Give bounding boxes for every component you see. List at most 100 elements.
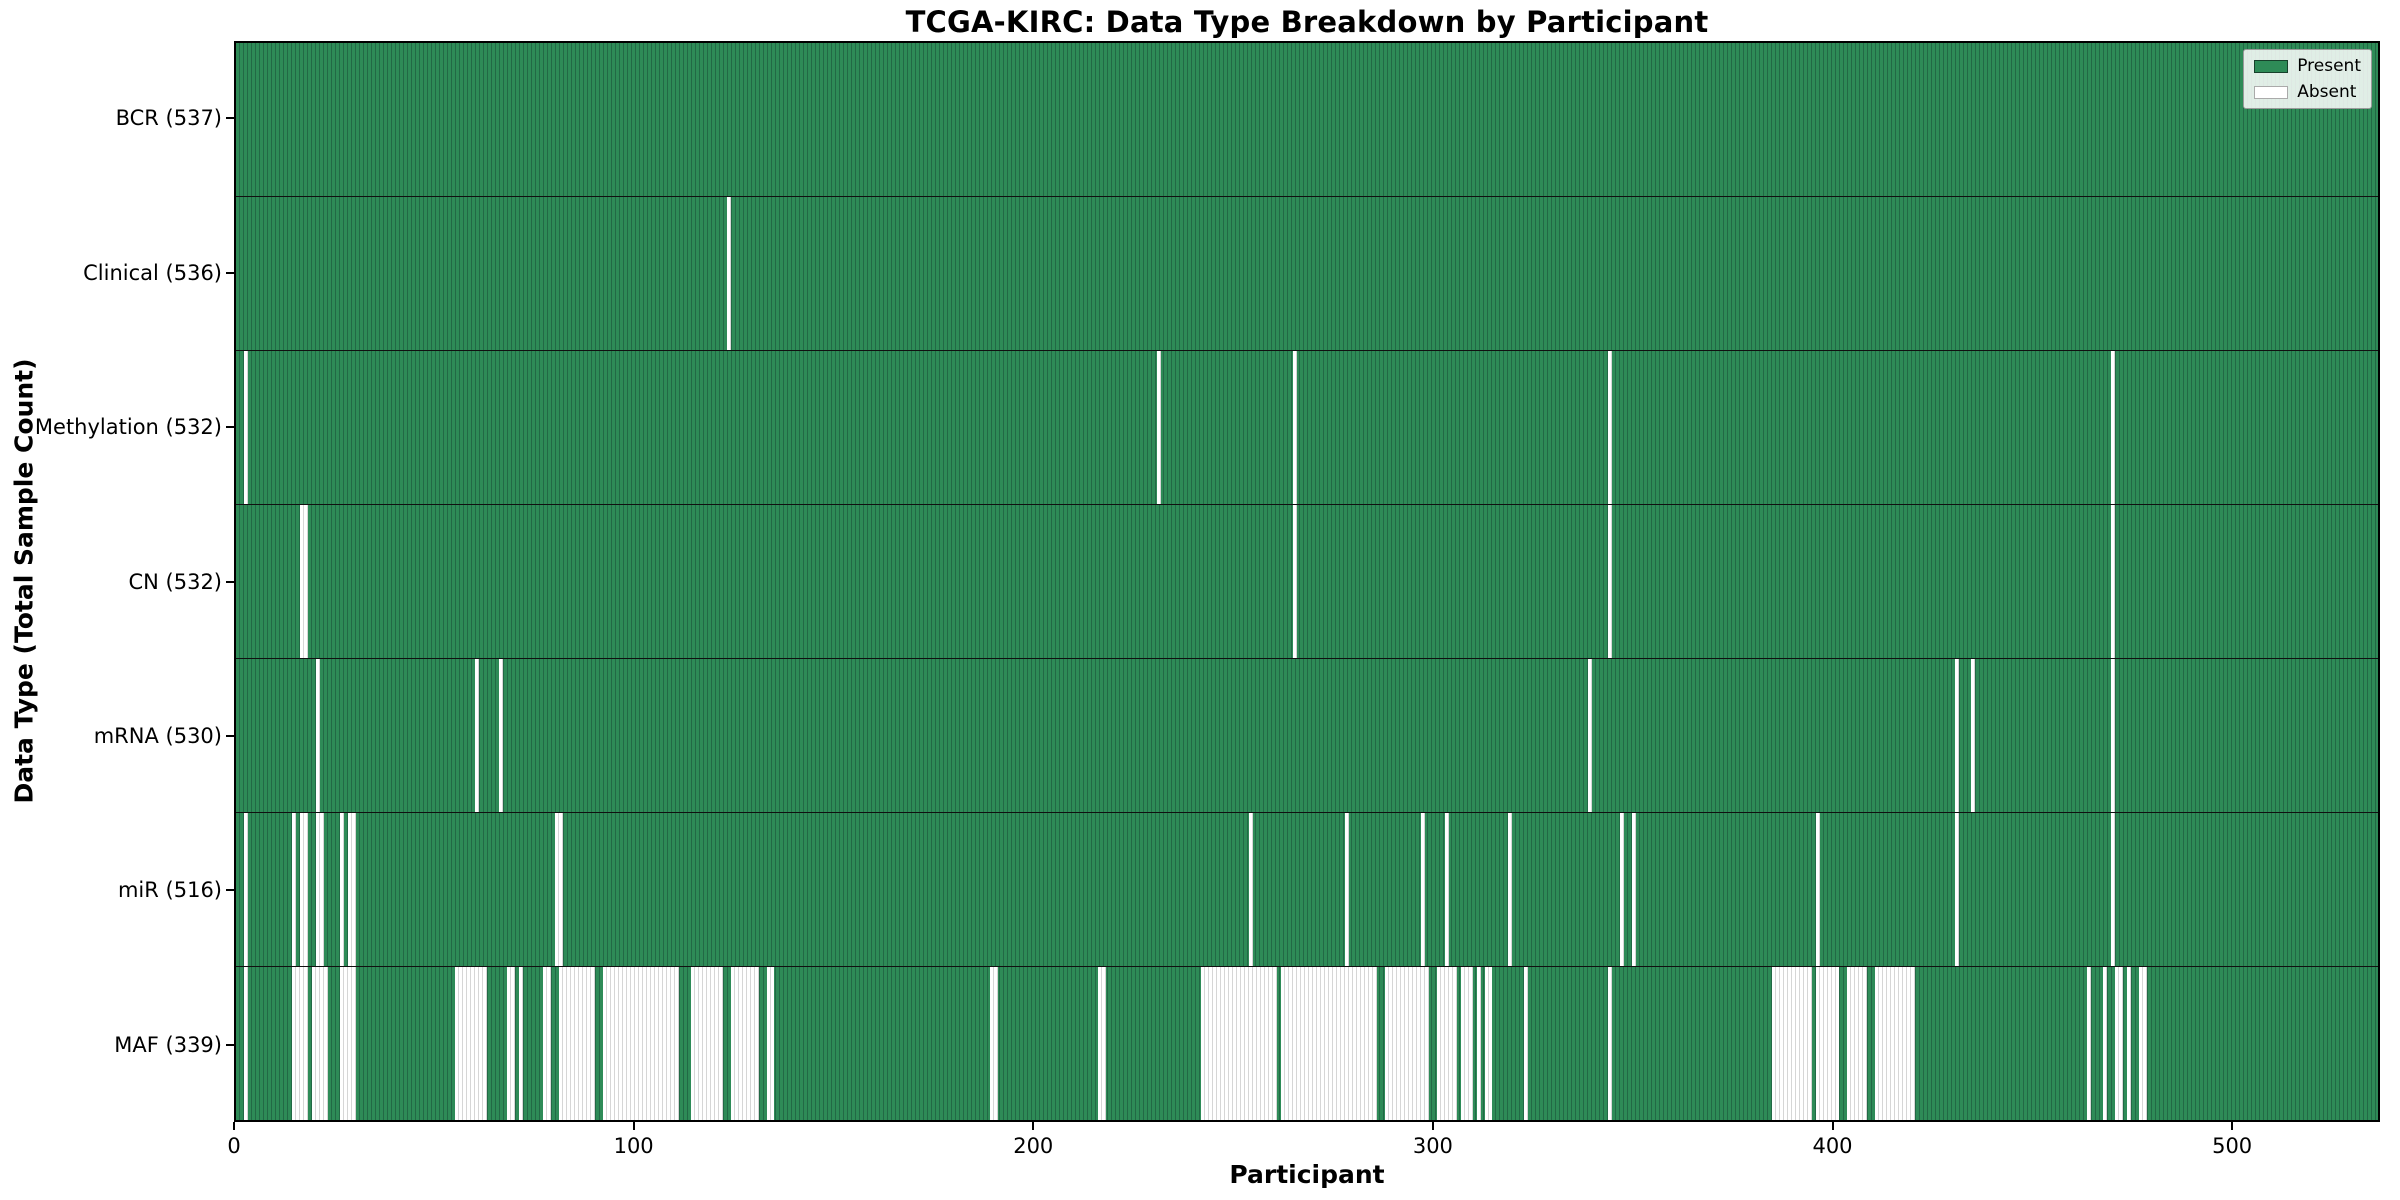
absent-stripe [347, 813, 356, 966]
absent-stripe [1157, 351, 1162, 504]
absent-stripe [339, 813, 344, 966]
absent-stripe [1815, 967, 1840, 1120]
absent-stripe [299, 505, 308, 658]
absent-stripe [455, 967, 488, 1120]
x-tick-label: 500 [2212, 1134, 2253, 1158]
absent-stripe [555, 813, 564, 966]
absent-stripe [2086, 967, 2091, 1120]
absent-stripe [1476, 967, 1481, 1120]
y-tick-label-cn: CN (532) [128, 569, 222, 594]
absent-stripe [1293, 505, 1298, 658]
y-tick-label-maf: MAF (339) [114, 1032, 222, 1057]
absent-stripe [1484, 967, 1493, 1120]
absent-stripe [519, 967, 524, 1120]
present-swatch-icon [2254, 59, 2289, 73]
absent-stripe [315, 659, 320, 812]
row-clinical [236, 196, 2378, 350]
absent-stripe [989, 967, 998, 1120]
absent-stripe [602, 967, 679, 1120]
x-tick-mark [1831, 1122, 1834, 1130]
absent-stripe [1420, 813, 1425, 966]
x-tick-label: 300 [1412, 1134, 1453, 1158]
absent-stripe [1097, 967, 1106, 1120]
row-mir [236, 812, 2378, 966]
absent-swatch-icon [2254, 85, 2289, 99]
x-tick-label: 200 [1013, 1134, 1054, 1158]
absent-stripe [690, 967, 723, 1120]
absent-stripe [1524, 967, 1529, 1120]
plot-area: Present Absent [234, 41, 2380, 1122]
absent-stripe [1955, 813, 1960, 966]
absent-stripe [1632, 813, 1637, 966]
x-tick-mark [632, 1122, 635, 1130]
y-tick-mark [226, 271, 234, 274]
chart-title: TCGA-KIRC: Data Type Breakdown by Partic… [905, 5, 1709, 39]
absent-stripe [291, 813, 296, 966]
absent-stripe [1608, 351, 1613, 504]
row-maf [236, 966, 2378, 1120]
y-tick-label-bcr: BCR (537) [115, 106, 222, 131]
x-tick-mark [2231, 1122, 2234, 1130]
absent-stripe [2138, 967, 2147, 1120]
row-bcr [236, 43, 2378, 196]
absent-stripe [1608, 505, 1613, 658]
y-tick-mark [226, 889, 234, 892]
absent-stripe [1249, 813, 1254, 966]
y-tick-mark [226, 1043, 234, 1046]
absent-stripe [339, 967, 356, 1120]
absent-stripe [315, 813, 324, 966]
absent-stripe [1971, 659, 1976, 812]
absent-stripe [1293, 351, 1298, 504]
absent-stripe [1815, 813, 1820, 966]
absent-stripe [243, 351, 248, 504]
absent-stripe [766, 967, 775, 1120]
absent-stripe [2110, 505, 2115, 658]
absent-stripe [1608, 967, 1613, 1120]
absent-stripe [726, 197, 731, 350]
y-tick-mark [226, 580, 234, 583]
x-axis-label: Participant [1229, 1160, 1385, 1189]
x-tick-label: 400 [1812, 1134, 1853, 1158]
x-tick-mark [233, 1122, 235, 1130]
absent-stripe [2110, 351, 2115, 504]
row-mrna [236, 658, 2378, 812]
y-tick-label-clinical: Clinical (536) [83, 260, 222, 285]
absent-stripe [1955, 659, 1960, 812]
absent-stripe [507, 967, 516, 1120]
absent-stripe [1344, 813, 1349, 966]
legend-entry-present: Present [2254, 56, 2361, 76]
y-tick-mark [226, 734, 234, 737]
y-tick-label-methylation: Methylation (532) [34, 415, 222, 440]
absent-stripe [299, 813, 308, 966]
absent-stripe [1847, 967, 1868, 1120]
x-tick-mark [1032, 1122, 1035, 1130]
absent-stripe [1436, 967, 1457, 1120]
y-tick-mark [226, 426, 234, 429]
absent-stripe [1444, 813, 1449, 966]
absent-stripe [2110, 813, 2115, 966]
absent-stripe [2114, 967, 2123, 1120]
absent-stripe [1384, 967, 1429, 1120]
absent-stripe [1588, 659, 1593, 812]
absent-stripe [2102, 967, 2107, 1120]
y-tick-mark [226, 117, 234, 120]
absent-stripe [1875, 967, 1916, 1120]
absent-stripe [2110, 659, 2115, 812]
x-tick-label: 0 [227, 1134, 241, 1158]
x-tick-mark [1431, 1122, 1434, 1130]
absent-stripe [291, 967, 308, 1120]
absent-stripe [2126, 967, 2131, 1120]
absent-stripe [311, 967, 328, 1120]
row-cn [236, 504, 2378, 658]
x-tick-label: 100 [613, 1134, 654, 1158]
absent-stripe [1508, 813, 1513, 966]
absent-stripe [559, 967, 595, 1120]
absent-stripe [243, 813, 248, 966]
legend-absent-label: Absent [2297, 82, 2357, 102]
absent-stripe [1281, 967, 1377, 1120]
absent-stripe [1771, 967, 1812, 1120]
y-tick-label-mrna: mRNA (530) [93, 723, 222, 748]
absent-stripe [1201, 967, 1278, 1120]
absent-stripe [730, 967, 759, 1120]
